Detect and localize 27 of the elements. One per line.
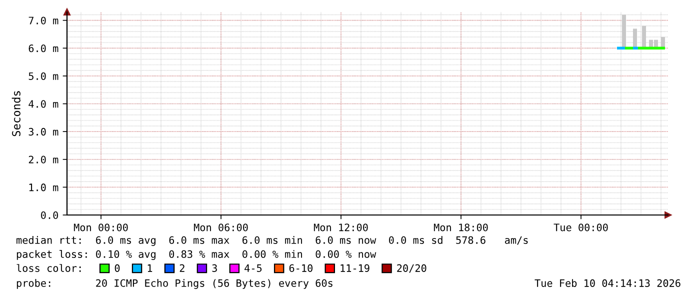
legend-title: loss color:: [16, 264, 81, 272]
x-tick-label: Mon 00:00: [74, 224, 128, 232]
x-tick-label: Mon 12:00: [314, 224, 368, 232]
legend-label: 6-10: [289, 264, 312, 272]
y-tick-label: 7.0 m: [28, 16, 58, 24]
legend-label: 0: [114, 264, 120, 272]
text: Tue Feb 10 04:14:13 2026: [534, 279, 680, 287]
legend-label: 1: [148, 264, 152, 272]
y-tick-label: 5.0 m: [28, 72, 58, 80]
y-tick-label: 1.0 m: [29, 184, 58, 192]
text: probe: 20 ICMP Echo Pings (56 Bytes) every 60s: [16, 279, 332, 289]
y-tick-label: 6.0 m: [28, 44, 58, 52]
legend-label: 2: [180, 264, 184, 272]
x-tick-label: Tue 00:00: [554, 224, 608, 232]
legend-label: 11-19: [340, 264, 370, 272]
x-tick-label: Mon 06:00: [194, 224, 248, 232]
x-tick-label: Mon 18:00: [434, 224, 488, 232]
text: median rtt: 6.0 ms avg 6.0 ms max 6.0 ms min 6.0 ms now 0.0 ms sd 578.6 am/s: [16, 236, 528, 246]
y-tick-label: 2.0 m: [28, 156, 58, 164]
y-tick-label: 3.0 m: [28, 128, 58, 136]
y-axis-title: Seconds: [12, 91, 20, 136]
y-tick-label: 0.0: [41, 211, 58, 220]
y-tick-label: 4.0 m: [28, 100, 58, 108]
legend-label: 4-5: [244, 264, 262, 272]
legend-label: 20/20: [397, 264, 426, 273]
legend-label: 3: [212, 264, 217, 272]
text: packet loss: 0.10 % avg 0.83 % max 0.00 % min 0.00 % now: [16, 250, 376, 260]
